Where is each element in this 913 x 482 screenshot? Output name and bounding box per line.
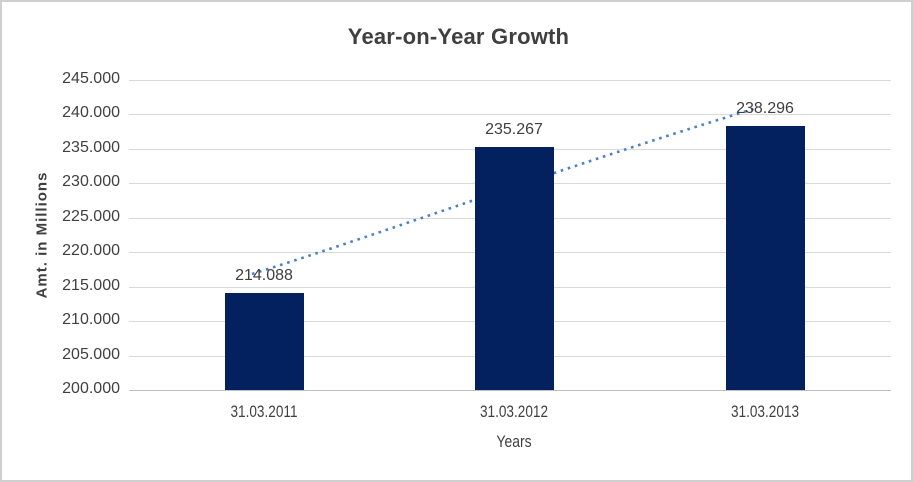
y-tick-label: 245.000: [62, 70, 120, 87]
x-tick-label: 31.03.2012: [479, 402, 549, 421]
y-tick-label: 205.000: [62, 345, 120, 363]
gridline: [129, 80, 891, 81]
plot-area: 214.088 235.267 238.296: [129, 80, 891, 391]
data-label: 214.088: [235, 266, 293, 284]
data-label: 238.296: [736, 100, 794, 118]
gridline: [129, 114, 891, 116]
y-tick-label: 220.000: [62, 242, 120, 260]
bar-31.03.2013: [725, 126, 805, 390]
y-tick-label: 235.000: [62, 138, 120, 156]
y-tick-label: 240.000: [62, 104, 120, 122]
y-tick-label: 215.000: [62, 276, 120, 294]
y-tick-label: 200.000: [62, 380, 120, 397]
x-tick-label: 31.03.2011: [230, 402, 298, 421]
data-label: 235.267: [485, 121, 543, 139]
y-tick-label: 225.000: [62, 207, 120, 225]
y-tick-label: 210.000: [62, 311, 120, 329]
chart-title: Year-on-Year Growth: [347, 24, 570, 49]
x-axis-line: [129, 390, 891, 391]
x-axis-title: Years: [496, 432, 532, 451]
x-tick-label: 31.03.2013: [730, 402, 800, 421]
bar-31.03.2011: [224, 292, 304, 390]
bar-31.03.2012: [474, 147, 554, 390]
y-tick-label: 230.000: [62, 173, 120, 191]
